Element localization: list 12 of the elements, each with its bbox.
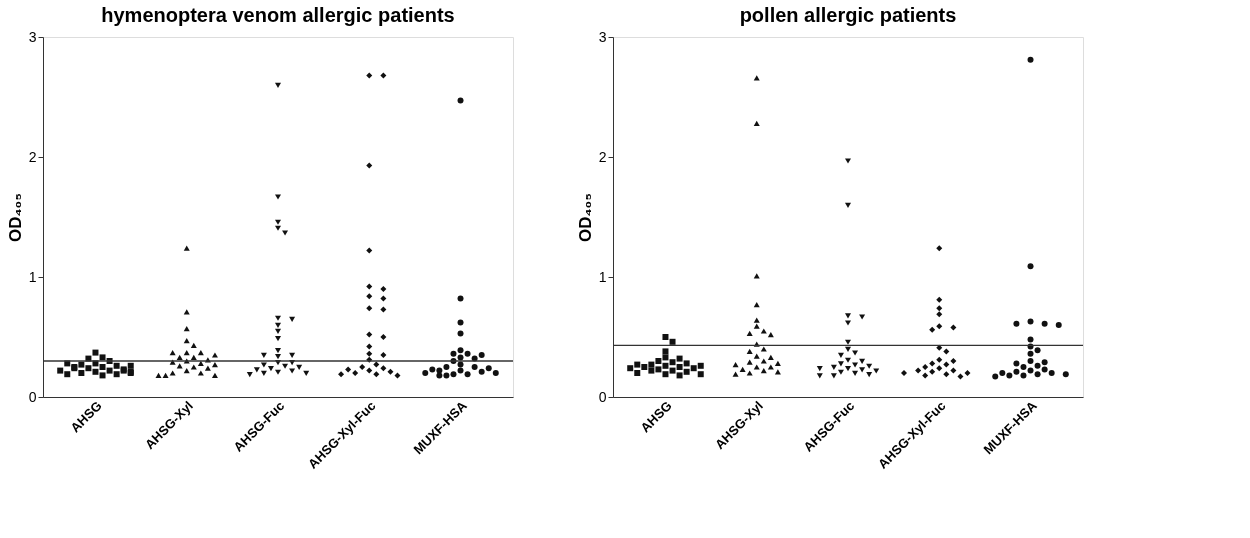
y-tick-label: 1 — [28, 268, 37, 285]
y-tick-label: 0 — [598, 388, 607, 405]
y-axis-title: OD₄₀₅ — [5, 192, 25, 243]
y-tick-label: 2 — [28, 148, 37, 165]
y-axis-title: OD₄₀₅ — [575, 192, 595, 243]
chart-title: pollen allergic patients — [739, 4, 957, 26]
chart-title: hymenoptera venom allergic patients — [101, 4, 455, 26]
y-tick-label: 0 — [28, 388, 37, 405]
y-tick-label: 3 — [598, 28, 607, 45]
y-tick-label: 1 — [598, 268, 607, 285]
y-tick-label: 2 — [598, 148, 607, 165]
y-tick-label: 3 — [28, 28, 37, 45]
